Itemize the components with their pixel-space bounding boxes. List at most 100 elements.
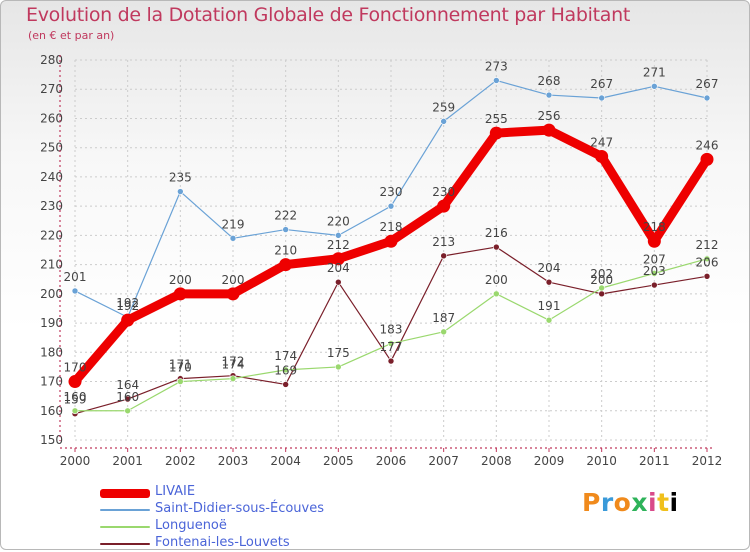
x-tick-label: 2006 [376,454,407,468]
y-tick-label: 250 [40,141,63,155]
data-point [703,273,711,280]
data-label: 160 [116,390,139,404]
data-point [651,270,658,277]
y-tick-label: 210 [40,258,63,272]
data-point [598,284,605,292]
data-point [493,243,500,251]
x-tick-label: 2005 [323,454,354,468]
data-label: 206 [696,255,719,269]
legend-label-longuenoe: Longuenoë [155,518,227,533]
data-label: 204 [327,261,350,275]
x-tick-label: 2011 [639,454,670,468]
data-label: 218 [380,220,403,234]
legend-label-saint-didier: Saint-Didier-sous-Écouves [155,501,324,516]
data-point [387,202,395,210]
data-point [226,287,240,301]
data-point [124,395,131,403]
data-label: 170 [64,361,87,375]
data-label: 174 [222,358,245,372]
data-label: 268 [538,74,561,88]
data-point [703,94,711,102]
data-label: 230 [432,185,455,199]
data-point [173,287,187,301]
data-point [545,316,553,324]
data-label: 246 [696,138,719,152]
y-tick-label: 270 [40,82,63,96]
data-point [335,278,342,286]
proxiti-logo[interactable]: Proxiti [582,488,679,517]
data-point [282,226,289,233]
data-point [384,234,398,248]
data-point [68,375,82,389]
data-label: 187 [432,311,455,325]
data-label: 220 [327,214,350,228]
data-label: 160 [64,390,87,404]
data-label: 170 [169,361,192,375]
x-tick-label: 2002 [165,454,196,468]
data-point [387,340,395,347]
data-label: 247 [590,135,613,149]
data-point [489,126,503,140]
data-label: 175 [327,346,350,360]
data-label: 267 [590,77,613,91]
x-tick-label: 2004 [270,454,301,468]
data-label: 203 [643,264,666,278]
x-tick-label: 2009 [534,454,565,468]
data-label: 212 [327,238,350,252]
y-tick-label: 200 [40,287,63,301]
data-label: 192 [116,299,139,313]
data-point [229,235,237,242]
data-point [177,378,184,385]
x-tick-label: 2001 [112,454,143,468]
data-point [440,328,447,336]
y-tick-label: 220 [40,228,63,242]
y-tick-label: 280 [40,53,63,67]
data-label: 172 [222,355,245,369]
y-tick-label: 190 [40,316,63,330]
data-label: 255 [485,112,508,126]
x-tick-label: 2012 [692,454,723,468]
data-label: 200 [485,273,508,287]
data-label: 212 [696,238,719,252]
data-point [279,258,293,272]
legend-swatch-longuenoe [100,526,150,528]
y-tick-label: 240 [40,170,63,184]
data-label: 202 [590,267,613,281]
data-label: 171 [169,358,192,372]
x-tick-label: 2000 [60,454,91,468]
data-label: 200 [169,273,192,287]
data-label: 271 [643,65,666,79]
data-point [700,152,714,166]
y-tick-label: 230 [40,199,63,213]
data-point [595,149,609,163]
data-point [545,91,553,99]
data-point [282,381,289,388]
data-label: 183 [380,323,403,337]
data-point [437,199,451,213]
data-point [703,255,711,263]
data-point [651,281,658,289]
data-point [493,290,500,298]
chart-title: Evolution de la Dotation Globale de Fonc… [26,4,631,26]
data-label: 169 [274,363,297,377]
data-label: 235 [169,171,192,185]
data-point [542,123,556,137]
y-tick-label: 180 [40,345,63,359]
data-point [545,278,553,286]
data-label: 222 [274,209,297,223]
data-point [71,287,79,295]
legend-swatch-saint-didier [100,509,150,511]
data-point [124,407,131,415]
data-label: 204 [538,261,561,275]
data-label: 191 [538,299,561,313]
data-label: 159 [64,393,87,407]
data-label: 259 [432,100,455,114]
x-tick-label: 2008 [481,454,512,468]
y-tick-label: 160 [40,404,63,418]
data-label: 207 [643,252,666,266]
data-point [331,252,345,266]
data-point [229,375,237,382]
data-label: 273 [485,59,508,73]
